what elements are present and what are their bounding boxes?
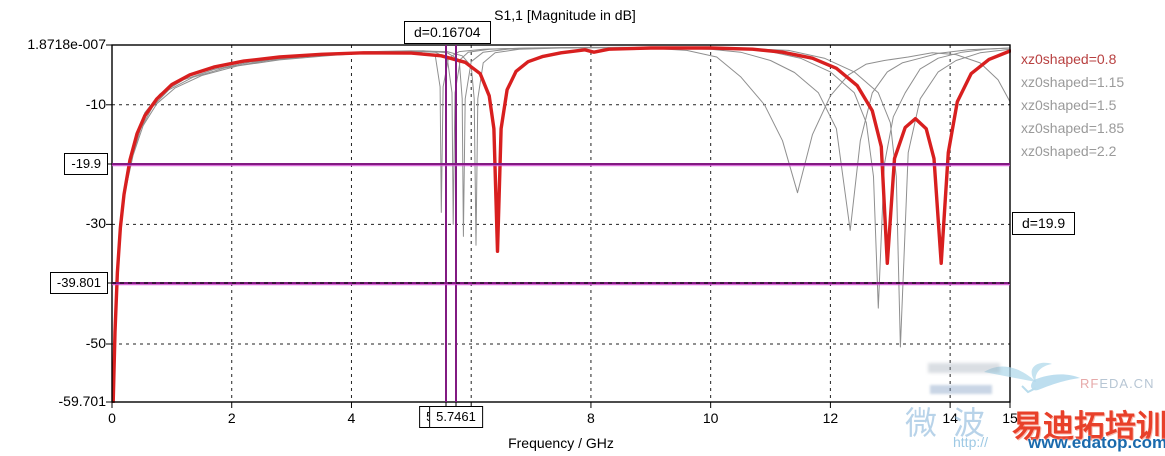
x-tick-label: 14: [942, 410, 958, 426]
y-marker-value-box[interactable]: -19.9: [64, 152, 108, 175]
x-axis-title: Frequency / GHz: [508, 435, 614, 451]
x-tick-label: 4: [347, 410, 356, 426]
y-tick-label: -59.701: [58, 393, 106, 409]
x-tick-label: 10: [702, 410, 719, 426]
bird-logo-watermark: [984, 362, 1080, 394]
y-marker-value-box[interactable]: -39.801: [49, 272, 108, 294]
x-tick-label: 2: [227, 410, 236, 426]
legend-item-xz0shaped=1.5: xz0shaped=1.5: [1021, 97, 1117, 113]
curve-xz0shaped=1.85: [112, 46, 1011, 396]
y-tick-label: -50: [85, 334, 106, 351]
faint-watermark-line1: [928, 363, 1000, 373]
legend-item-xz0shaped=2.2: xz0shaped=2.2: [1021, 143, 1117, 159]
curve-xz0shaped=0.8: [111, 46, 1011, 403]
legend-item-xz0shaped=1.85: xz0shaped=1.85: [1021, 120, 1125, 136]
microwave-cn-watermark: 微波: [905, 405, 1002, 441]
legend-item-xz0shaped=1.15: xz0shaped=1.15: [1021, 74, 1125, 90]
y-tick-label: -30: [85, 215, 106, 232]
marker-delta-frequency-box[interactable]: d=0.16704: [404, 21, 491, 44]
x-marker-value-box[interactable]: 5.7461: [429, 406, 483, 428]
y-tick-label: 1.8718e-007: [27, 36, 106, 52]
edatop-brand-watermark: 易迪拓培训: [1012, 409, 1165, 444]
y-tick-label: -10: [85, 95, 106, 112]
rfeda-watermark: RFEDA.CN: [1080, 376, 1154, 391]
x-tick-label: 15: [1002, 410, 1018, 426]
curve-xz0shaped=2.2: [112, 47, 1011, 393]
plot-frame: [111, 44, 1011, 403]
rfeda-rf: RF: [1080, 376, 1100, 391]
rfeda-rest: EDA.CN: [1099, 376, 1155, 391]
marker-delta-magnitude-box[interactable]: d=19.9: [1012, 212, 1076, 235]
x-tick-label: 8: [587, 410, 595, 426]
http-watermark: http://: [953, 434, 989, 450]
chart-title: S1,1 [Magnitude in dB]: [494, 7, 636, 23]
legend: xz0shaped=0.8 xz0shaped=1.15 xz0shaped=1.5…: [1021, 48, 1124, 163]
faint-watermark-line2: [930, 385, 992, 394]
x-tick-label: 0: [108, 410, 116, 426]
edatop-url-watermark: www.edatop.com: [1028, 433, 1165, 452]
curve-xz0shaped=1.5: [112, 46, 1011, 399]
x-tick-label: 12: [822, 410, 839, 426]
legend-item-xz0shaped=0.8: xz0shaped=0.8: [1021, 51, 1117, 67]
